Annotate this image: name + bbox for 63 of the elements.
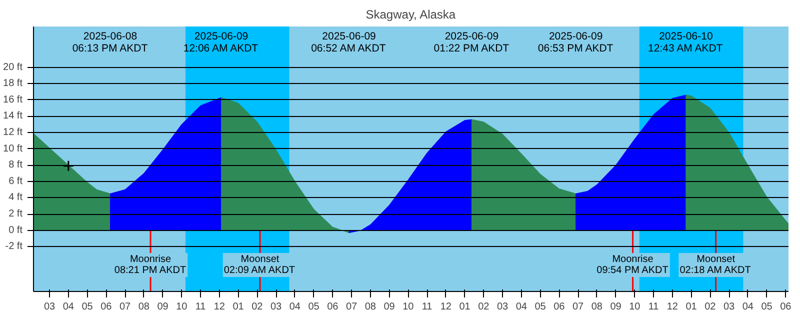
x-tick-label: 04 <box>742 302 754 312</box>
x-tick-label: 10 <box>176 302 188 312</box>
annotation: 2025-06-09 06:52 AM AKDT <box>311 30 386 54</box>
y-tick-label: 18 ft <box>3 78 23 90</box>
x-tick-label: 05 <box>761 302 773 312</box>
annotation: 2025-06-10 12:43 AM AKDT <box>648 30 724 54</box>
x-tick-label: 11 <box>422 302 433 312</box>
y-tick-label: 2 ft <box>8 208 23 220</box>
x-tick-label: 07 <box>119 302 132 312</box>
y-tick-label: 12 ft <box>3 127 23 138</box>
y-tick-label: 8 ft <box>8 160 23 171</box>
y-tick-label: 10 ft <box>3 143 23 154</box>
y-tick-label: 0 ft <box>8 224 23 236</box>
annotation: 2025-06-09 01:22 PM AKDT <box>434 30 510 54</box>
x-tick-label: 03 <box>270 302 282 312</box>
annotation: 2025-06-09 06:53 PM AKDT <box>538 30 614 54</box>
y-tick-label: 6 ft <box>8 176 23 187</box>
x-tick-label: 03 <box>44 302 56 312</box>
x-tick-label: 11 <box>195 302 206 312</box>
annotation: 2025-06-09 12:06 AM AKDT <box>183 30 259 54</box>
x-tick-label: 02 <box>478 302 490 312</box>
x-tick-label: 10 <box>402 302 414 312</box>
x-tick-label: 07 <box>572 302 584 312</box>
x-tick-label: 07 <box>346 302 358 312</box>
ref-line-label: Moonset 02:18 AM AKDT <box>680 254 751 276</box>
y-tick-label: -2 ft <box>5 241 23 252</box>
x-tick-label: 10 <box>629 302 641 312</box>
x-tick-label: 03 <box>496 302 509 312</box>
ref-line-label: Moonrise 09:54 PM AKDT <box>596 254 668 276</box>
x-tick-label: 06 <box>554 302 566 312</box>
y-tick-label: 4 ft <box>8 192 23 204</box>
x-tick-label: 04 <box>289 302 301 312</box>
x-tick-label: 09 <box>384 302 396 312</box>
x-tick-label: 12 <box>666 302 678 312</box>
x-tick-label: 06 <box>327 302 339 312</box>
y-tick-label: 14 ft <box>3 110 23 122</box>
x-tick-label: 05 <box>534 302 546 312</box>
x-tick-label: 09 <box>610 302 622 312</box>
chart-title: Skagway, Alaska <box>366 8 456 22</box>
y-tick-label: 16 ft <box>3 94 23 106</box>
x-tick-label: 02 <box>704 302 716 312</box>
x-tick-label: 04 <box>516 302 528 312</box>
x-tick-label: 08 <box>591 302 603 312</box>
x-tick-label: 09 <box>157 302 169 312</box>
x-tick-label: 08 <box>364 302 376 312</box>
x-tick-label: 02 <box>252 302 264 312</box>
x-tick-label: 12 <box>214 302 226 312</box>
y-tick-label: 20 ft <box>3 62 23 73</box>
x-tick-label: 01 <box>686 302 698 312</box>
x-tick-label: 01 <box>459 302 471 312</box>
x-tick-label: 06 <box>100 302 112 312</box>
ref-line-label: Moonset 02:09 AM AKDT <box>224 254 296 276</box>
annotation: 2025-06-08 06:13 PM AKDT <box>72 30 148 54</box>
ref-line-label: Moonrise 08:21 PM AKDT <box>114 254 186 276</box>
x-tick-label: 04 <box>62 302 74 312</box>
x-tick-label: 06 <box>780 302 792 312</box>
x-tick-label: 01 <box>232 302 244 312</box>
x-tick-label: 05 <box>82 302 94 312</box>
x-tick-label: 05 <box>308 302 320 312</box>
x-tick-label: 11 <box>648 302 660 312</box>
x-tick-label: 03 <box>723 302 736 312</box>
x-tick-label: 08 <box>138 302 150 312</box>
x-tick-label: 12 <box>440 302 452 312</box>
